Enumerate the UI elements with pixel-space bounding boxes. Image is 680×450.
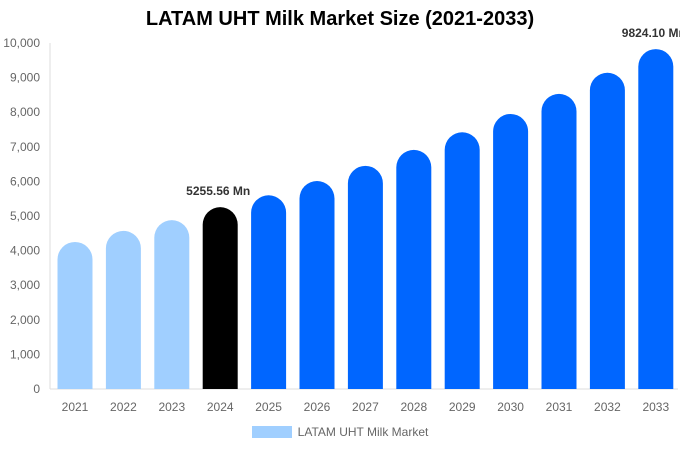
y-tick-label: 8,000 (10, 105, 40, 119)
x-tick-label: 2026 (304, 400, 331, 414)
bar-2031 (541, 93, 577, 389)
bar-2027 (347, 165, 383, 389)
x-tick-label: 2025 (255, 400, 282, 414)
x-tick-label: 2027 (352, 400, 379, 414)
x-tick-label: 2032 (594, 400, 621, 414)
bar-2029 (444, 132, 480, 390)
legend-label: LATAM UHT Milk Market (297, 425, 429, 439)
x-tick-label: 2024 (207, 400, 234, 414)
legend: LATAM UHT Milk Market (0, 425, 680, 439)
legend-swatch (251, 426, 292, 438)
y-tick-label: 4,000 (10, 244, 40, 258)
bar-2030 (493, 113, 529, 389)
data-label-2033: 9824.10 Mn (622, 26, 680, 40)
x-tick-label: 2033 (642, 400, 669, 414)
x-tick-label: 2021 (62, 400, 89, 414)
y-tick-label: 0 (33, 382, 40, 396)
bar-2022 (105, 230, 141, 389)
bar-2032 (589, 72, 625, 390)
y-tick-label: 7,000 (10, 140, 40, 154)
y-tick-label: 9,000 (10, 71, 40, 85)
x-tick-label: 2023 (158, 400, 185, 414)
y-tick-label: 2,000 (10, 313, 40, 327)
bar-chart: 0 1,000 2,000 3,000 4,000 5,000 6,000 7,000 8,00… (3, 26, 680, 414)
chart-title: LATAM UHT Milk Market Size (2021-2033) (145, 8, 535, 30)
x-tick-label: 2029 (449, 400, 476, 414)
bar-2033 (638, 49, 674, 389)
y-tick-label: 6,000 (10, 174, 40, 188)
x-tick-label: 2030 (497, 400, 524, 414)
y-tick-label: 3,000 (10, 278, 40, 292)
y-tick-label: 10,000 (3, 36, 40, 50)
bar-2024 (202, 207, 238, 389)
x-tick-label: 2022 (110, 400, 137, 414)
y-tick-label: 5,000 (10, 209, 40, 223)
x-tick-label: 2031 (546, 400, 573, 414)
bar-2025 (251, 195, 287, 389)
bar-2023 (154, 220, 190, 389)
bar-2021 (57, 241, 93, 389)
bar-2028 (396, 149, 432, 389)
y-tick-label: 1,000 (10, 347, 40, 361)
bar-2026 (299, 181, 335, 389)
data-label-2024: 5255.56 Mn (186, 184, 250, 198)
x-tick-label: 2028 (400, 400, 427, 414)
